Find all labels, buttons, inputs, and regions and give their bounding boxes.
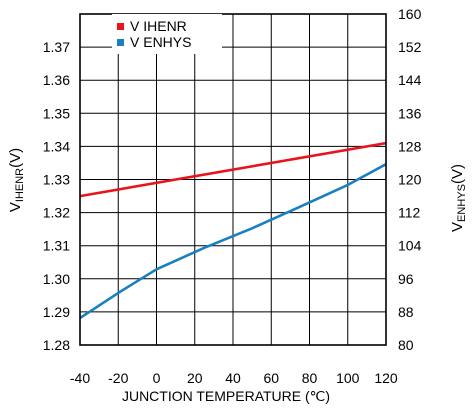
legend-box [112, 14, 222, 54]
x-tick-label: 120 [374, 370, 398, 386]
y-axis-label-right-main: V [449, 222, 466, 232]
y2-tick-label: 152 [398, 39, 422, 55]
y2-tick-label: 80 [398, 337, 414, 353]
x-tick-label: 100 [336, 370, 360, 386]
x-tick-label: 0 [153, 370, 161, 386]
x-tick-label: -20 [108, 370, 128, 386]
y-tick-label: 1.29 [43, 304, 70, 320]
x-axis-label: JUNCTION TEMPERATURE (℃) [122, 388, 330, 404]
legend-swatch-1 [117, 23, 124, 30]
legend-swatch-2 [117, 39, 124, 46]
y2-tick-label: 96 [398, 271, 414, 287]
tick-labels: -40 -20 0 20 40 60 80 100 120 80 88 96 104 112 120 128 1… [43, 6, 422, 386]
y-tick-label: 1.35 [43, 105, 70, 121]
x-tick-label: 60 [263, 370, 279, 386]
series-lines [79, 141, 387, 320]
y2-tick-label: 144 [398, 72, 422, 88]
legend-label-1: V IHENR [130, 18, 187, 34]
y-axis-label-right-sub: ENHYS [456, 184, 468, 222]
gridlines [80, 14, 386, 345]
y-tick-label: 1.37 [43, 39, 70, 55]
plot-frame [79, 13, 387, 346]
y-tick-label: 1.36 [43, 72, 70, 88]
y2-tick-label: 112 [398, 205, 421, 221]
y2-tick-label: 128 [398, 138, 422, 154]
series-line-2 [79, 163, 387, 320]
y-axis-label-right: VENHYS(V) [449, 164, 468, 232]
x-tick-label: 40 [225, 370, 241, 386]
x-tick-label: 20 [187, 370, 203, 386]
y-tick-label: 1.34 [43, 138, 70, 154]
y-tick-label: 1.32 [43, 205, 70, 221]
y-axis-label-left-sub: IHENR [14, 168, 26, 202]
y-tick-label: 1.31 [43, 238, 70, 254]
x-tick-label: -40 [70, 370, 90, 386]
y2-tick-label: 120 [398, 172, 422, 188]
y2-tick-label: 88 [398, 304, 414, 320]
y2-tick-label: 160 [398, 6, 422, 22]
y-axis-label-left-unit: (V) [7, 148, 24, 168]
y2-tick-label: 136 [398, 105, 422, 121]
y2-tick-label: 104 [398, 238, 422, 254]
legend-label-2: V ENHYS [130, 34, 191, 50]
y-tick-label: 1.30 [43, 271, 70, 287]
y-tick-label: 1.33 [43, 172, 70, 188]
y-axis-label-left-main: V [7, 202, 24, 212]
series-line-1 [79, 141, 387, 198]
y-tick-label: 1.28 [43, 337, 70, 353]
y-axis-label-left: VIHENR(V) [7, 148, 26, 212]
x-tick-label: 80 [302, 370, 318, 386]
y-axis-label-right-unit: (V) [449, 164, 466, 184]
